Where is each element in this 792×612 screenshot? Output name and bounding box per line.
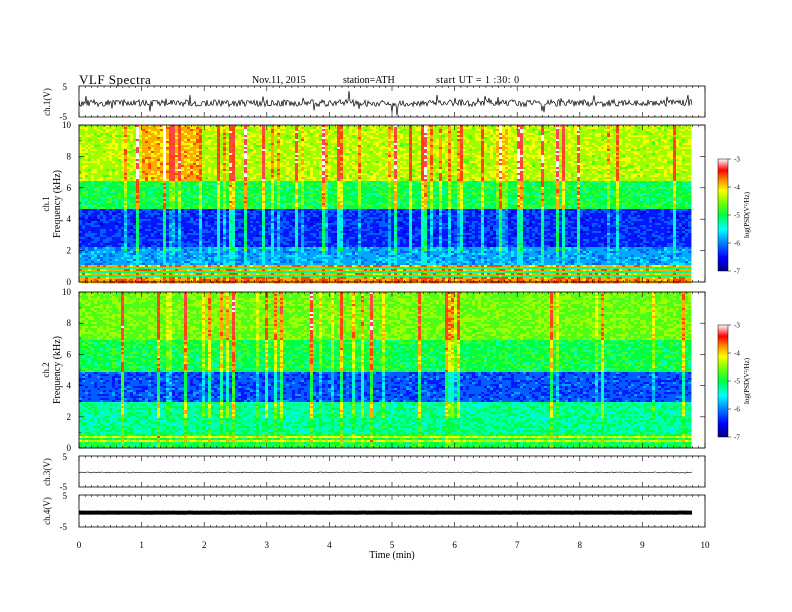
- vlf-spectra-figure: 5 -5 ch.1(V) 0246810 ch.1 Frequency (kHz…: [0, 0, 792, 612]
- ch1-voltage-panel: 5 -5 ch.1(V): [42, 82, 705, 122]
- ch1-voltage-trace: [79, 91, 692, 116]
- ch1-spectrogram: [79, 125, 691, 283]
- ch1-voltage-ylabel: ch.1(V): [42, 88, 52, 116]
- ch1-ytick-top: 5: [63, 82, 68, 92]
